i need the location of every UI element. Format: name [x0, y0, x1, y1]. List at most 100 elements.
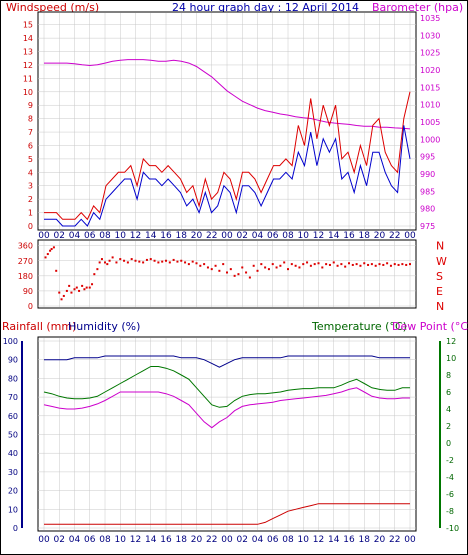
direction-point — [100, 258, 103, 261]
direction-point — [184, 261, 187, 264]
direction-point — [378, 263, 381, 266]
hour-bottom-15: 06 — [267, 535, 279, 545]
direction-point — [336, 264, 339, 267]
direction-point — [49, 249, 52, 252]
rainfall-line — [44, 503, 410, 525]
rain-tick-90: 90 — [8, 356, 18, 365]
direction-point — [348, 262, 350, 265]
compass-e-3: E — [436, 285, 443, 298]
hour-bottom-1: 02 — [54, 535, 65, 545]
hour-top-23: 22 — [389, 231, 400, 241]
direction-point — [206, 266, 209, 269]
hour-top-15: 06 — [267, 231, 279, 241]
hour-top-13: 02 — [237, 231, 248, 241]
direction-point — [115, 261, 118, 264]
direction-point — [332, 261, 335, 264]
direction-point — [317, 262, 320, 265]
direction-point — [363, 262, 366, 265]
rain-tick-80: 80 — [8, 374, 18, 383]
temperature-line — [43, 366, 410, 408]
hour-bottom-23: 22 — [389, 535, 400, 545]
hour-top-5: 10 — [115, 231, 127, 241]
direction-point — [203, 263, 206, 266]
direction-point — [389, 264, 392, 267]
direction-point — [226, 271, 228, 274]
hour-bottom-7: 14 — [145, 535, 157, 545]
baro-tick-1015: 1015 — [420, 83, 440, 92]
graph-title: 24 hour graph day : 12 April 2014 — [172, 1, 359, 14]
direction-point — [153, 259, 156, 262]
direction-axis-ticks: 0 90 180 270 360 — [18, 242, 33, 311]
direction-point — [52, 246, 55, 249]
direction-point — [222, 263, 225, 266]
hour-top-7: 14 — [145, 231, 157, 241]
rain-tick-0: 0 — [13, 524, 18, 533]
direction-panel-grid — [38, 241, 416, 307]
direction-point — [111, 256, 114, 259]
temp-tick-4: 4 — [446, 405, 451, 414]
rain-panel-grid — [38, 338, 416, 530]
baro-tick-1035: 1035 — [420, 14, 440, 23]
temp-tick--2: -2 — [446, 456, 454, 465]
wind-tick-1: 1 — [28, 209, 33, 218]
hour-top-11: 22 — [206, 231, 217, 241]
direction-tick-90: 90 — [23, 287, 33, 296]
wind-tick-6: 6 — [28, 141, 33, 150]
direction-point — [81, 284, 84, 287]
baro-tick-995: 995 — [420, 153, 435, 162]
wind-tick-5: 5 — [28, 155, 33, 164]
direction-point — [328, 263, 331, 266]
temp-tick-12: 12 — [446, 337, 456, 346]
direction-point — [106, 263, 109, 266]
direction-point — [68, 284, 71, 287]
rain-hour-labels: 00 02 04 06 08 10 12 14 16 18 20 22 00 02 04 06 08 10 12 14… — [38, 535, 416, 545]
direction-tick-180: 180 — [18, 272, 33, 281]
direction-point — [367, 263, 370, 266]
direction-point — [75, 286, 78, 289]
hour-bottom-11: 22 — [206, 535, 217, 545]
compass-n-0: N — [436, 240, 444, 253]
temp-tick-6: 6 — [446, 388, 451, 397]
direction-point — [157, 261, 160, 264]
direction-point — [237, 273, 240, 276]
hour-bottom-9: 18 — [176, 535, 188, 545]
direction-point — [78, 289, 81, 292]
direction-point — [283, 261, 286, 264]
direction-point — [108, 259, 111, 262]
direction-point — [309, 264, 312, 267]
baro-tick-1010: 1010 — [420, 101, 440, 110]
hour-top-8: 16 — [160, 231, 172, 241]
temp-tick--8: -8 — [446, 507, 454, 516]
direction-point — [302, 263, 305, 266]
hour-top-19: 14 — [328, 231, 340, 241]
wind-panel-grid — [38, 13, 416, 229]
temperature-axis-ticks: -10 -8 -6 -4 -2 0 2 4 6 8 10 12 — [446, 337, 459, 533]
wind-gust-line — [44, 91, 411, 221]
direction-point — [294, 264, 297, 267]
rain-axis-ticks: 0 10 20 30 40 50 60 70 80 90 100 — [3, 337, 18, 533]
hour-top-16: 08 — [282, 231, 294, 241]
hour-top-2: 04 — [69, 231, 81, 241]
hour-bottom-17: 10 — [298, 535, 310, 545]
direction-point — [344, 265, 347, 268]
direction-point — [214, 264, 217, 267]
direction-point — [279, 264, 282, 267]
hour-top-4: 08 — [99, 231, 111, 241]
hour-top-1: 02 — [54, 231, 65, 241]
wind-tick-4: 4 — [28, 168, 33, 177]
wind-tick-12: 12 — [23, 61, 33, 70]
windspeed-title: Windspeed (m/s) — [6, 1, 99, 14]
hour-top-6: 12 — [130, 231, 141, 241]
hour-bottom-10: 20 — [191, 535, 203, 545]
direction-point — [393, 263, 396, 266]
hour-bottom-3: 06 — [84, 535, 96, 545]
direction-point — [65, 289, 68, 292]
direction-point — [60, 298, 63, 301]
hour-bottom-14: 04 — [252, 535, 264, 545]
direction-point — [355, 263, 358, 266]
direction-point — [62, 294, 65, 297]
direction-point — [172, 258, 175, 261]
wind-tick-15: 15 — [23, 21, 33, 30]
hour-bottom-22: 20 — [374, 535, 386, 545]
